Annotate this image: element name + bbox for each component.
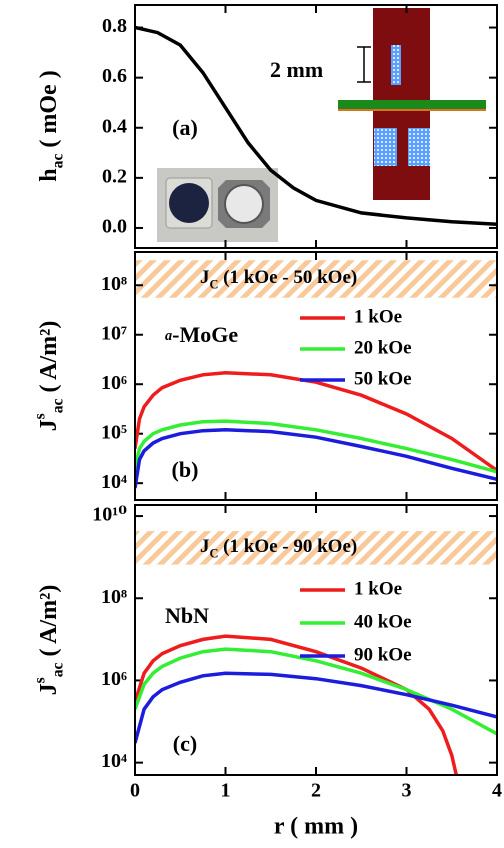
y-tick-label: 0.8 [102, 15, 127, 37]
figure: 0.00.20.40.60.8hac ( mOe )(a)2 mmJC (1 k… [0, 0, 504, 848]
y-axis-label-part: ac [49, 398, 66, 413]
y-axis-label-part: ( A/m²) [36, 321, 62, 399]
y-axis-label-part: J [36, 683, 62, 695]
y-tick-label: 10⁸ [101, 273, 127, 295]
material-label-part: NbN [165, 603, 209, 628]
y-tick-label: 10⁵ [101, 421, 127, 443]
legend-label: 90 kOe [354, 644, 412, 665]
panel-label: (a) [172, 115, 198, 140]
panel-label: (b) [172, 457, 199, 482]
x-tick-label: 4 [492, 780, 502, 802]
series-line [135, 649, 497, 734]
page: {"chart_data": [ {"type": "line", "panel… [0, 0, 504, 848]
y-axis-label-part: ( mOe ) [36, 70, 62, 153]
y-axis-label-part: s [31, 677, 48, 683]
material-label: NbN [165, 603, 209, 628]
x-tick-label: 2 [311, 780, 321, 802]
panel-label: (c) [173, 731, 197, 756]
y-tick-label: 10⁶ [101, 372, 127, 394]
jc-label-part: J [200, 536, 210, 557]
y-axis-label-part: h [36, 168, 62, 181]
material-label-part: -MoGe [172, 322, 238, 347]
material-label-part: a [165, 328, 172, 344]
x-tick-label: 0 [130, 780, 140, 802]
y-axis-label-part: ac [49, 154, 66, 169]
y-axis-label-part: ( A/m²) [36, 585, 62, 663]
y-axis-label-part: s [31, 413, 48, 419]
legend-label: 20 kOe [354, 337, 412, 358]
y-axis-label: Jsac ( A/m²) [31, 321, 66, 432]
y-tick-label: 10⁴ [101, 750, 127, 772]
legend-label: 1 kOe [354, 578, 402, 599]
jc-label-part: (1 kOe - 90 kOe) [218, 536, 357, 557]
jc-label-part: J [200, 267, 210, 288]
y-tick-label: 10¹⁰ [92, 504, 127, 526]
legend-label: 50 kOe [354, 368, 412, 389]
x-tick-label: 1 [221, 780, 231, 802]
y-tick-label: 10⁷ [101, 322, 127, 344]
x-tick-label: 3 [402, 780, 412, 802]
y-tick-label: 0.6 [102, 65, 127, 87]
y-tick-label: 10⁴ [101, 471, 127, 493]
y-axis-label-part: J [36, 419, 62, 431]
y-tick-label: 0.0 [102, 216, 127, 238]
x-axis-label: r ( mm ) [274, 814, 358, 840]
jc-label: JC (1 kOe - 90 kOe) [200, 536, 357, 560]
y-tick-label: 0.4 [102, 115, 127, 137]
jc-label: JC (1 kOe - 50 kOe) [200, 267, 357, 291]
y-tick-label: 10⁶ [101, 668, 127, 690]
y-axis-label: Jsac ( A/m²) [31, 585, 66, 696]
jc-label-part: (1 kOe - 50 kOe) [218, 267, 357, 288]
y-tick-label: 10⁸ [101, 586, 127, 608]
photo-inset [157, 168, 278, 242]
schematic-inset [338, 8, 486, 200]
legend-label: 1 kOe [354, 306, 402, 327]
jc-label-part: C [210, 277, 219, 291]
legend-label: 40 kOe [354, 611, 412, 632]
y-axis-label-part: ac [49, 662, 66, 677]
jc-label-part: C [210, 546, 219, 560]
scale-annotation: 2 mm [270, 57, 323, 82]
y-tick-label: 0.2 [102, 165, 127, 187]
material-label: a-MoGe [165, 322, 238, 347]
y-axis-label: hac ( mOe ) [36, 70, 66, 181]
